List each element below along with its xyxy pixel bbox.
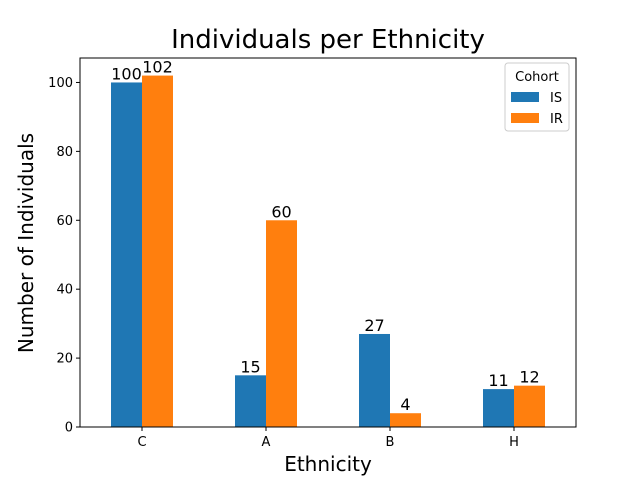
y-tick-label-60: 60 [56,214,73,229]
x-axis-label: Ethnicity [284,452,372,476]
legend-label-ir: IR [550,112,563,127]
bar-ir-h [514,385,545,427]
y-tick-label-0: 0 [65,421,73,436]
data-label-is-h: 11 [488,371,508,390]
data-label-ir-h: 12 [519,368,539,387]
chart-title: Individuals per Ethnicity [171,25,485,55]
y-tick-label-40: 40 [56,283,73,298]
axes-frame [79,57,577,428]
x-tick-label-c: C [137,435,146,450]
bar-is-a [235,375,266,427]
y-tick-label-100: 100 [48,76,73,91]
data-label-is-c: 100 [111,64,142,83]
data-label-ir-c: 102 [142,58,173,77]
y-axis-label: Number of Individuals [14,133,38,353]
x-tick-label-h: H [509,435,519,450]
legend-swatch-ir [511,113,539,123]
bar-is-b [359,333,390,427]
bar-is-c [111,82,142,427]
y-tick-label-80: 80 [56,145,73,160]
x-tick-label-a: A [262,435,271,450]
legend-swatch-is [511,92,539,102]
data-label-ir-b: 4 [400,395,410,414]
data-label-is-a: 15 [240,357,260,376]
legend: Cohort IS IR [504,62,570,132]
legend-title: Cohort [515,70,559,85]
legend-label-is: IS [550,91,562,106]
bar-ir-b [390,413,421,427]
bar-is-h [483,389,514,427]
data-label-is-b: 27 [364,316,384,335]
bar-ir-c [142,75,173,428]
bar-ir-a [266,220,297,427]
x-tick-label-b: B [386,435,395,450]
y-tick-label-20: 20 [56,352,73,367]
data-label-ir-a: 60 [271,202,291,221]
